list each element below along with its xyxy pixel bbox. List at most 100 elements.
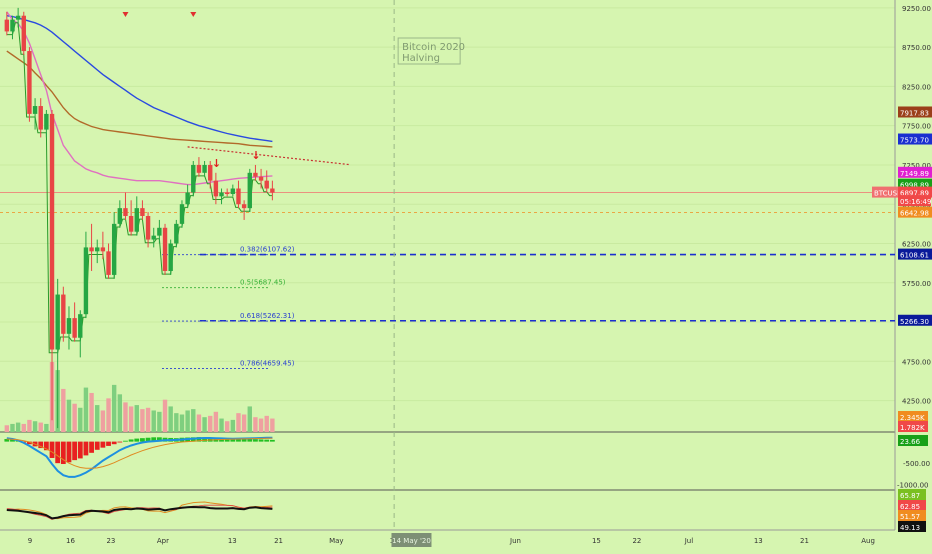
candle-body	[44, 113, 49, 130]
price-tag	[898, 106, 932, 118]
candle-body	[66, 318, 72, 334]
macd-tick-label: -500.00	[903, 460, 930, 468]
volume-bar	[202, 417, 207, 432]
crosshair-date-box	[391, 533, 432, 547]
price-tag-label: 7917.83	[900, 109, 929, 117]
top-marker	[122, 12, 129, 17]
time-tick-label: May	[329, 537, 343, 545]
oscillator-tag	[898, 521, 926, 532]
oscillator-tag	[898, 510, 926, 521]
candle-body	[21, 15, 26, 52]
price-tag-label: 62.85	[900, 503, 920, 511]
time-tick-label: Aug	[861, 537, 875, 545]
symbol-tag	[872, 186, 902, 198]
macd-histogram-bar	[264, 439, 270, 442]
fib-label: 0.786(4659.45)	[240, 359, 295, 367]
candle-body	[157, 227, 162, 236]
volume-bar	[128, 406, 134, 432]
volume-bar	[247, 406, 252, 432]
price-tag-label: 7149.89	[900, 170, 929, 178]
price-tick-label: 9250.00	[902, 5, 931, 13]
volume-bar	[44, 423, 49, 432]
candle-body	[253, 172, 258, 177]
macd-histogram-bar	[145, 437, 151, 442]
macd-histogram-bar	[117, 441, 123, 443]
macd-histogram-bar	[83, 441, 89, 456]
macd-histogram-bar	[94, 441, 100, 450]
macd-histogram-bar	[49, 441, 55, 458]
candle-body	[236, 188, 241, 205]
macd-histogram-bar	[140, 438, 145, 442]
time-tick-label: 9	[28, 537, 32, 545]
macd-histogram-bar	[123, 440, 128, 442]
macd-histogram-bar	[269, 439, 275, 442]
time-tick-label: 23	[106, 537, 115, 545]
candle-body	[224, 192, 230, 195]
halving-label-line2: Halving	[402, 53, 440, 64]
volume-bar	[236, 413, 241, 432]
candle-body	[151, 235, 156, 240]
volume-bar	[111, 384, 117, 432]
time-tick-label: 13	[754, 537, 763, 545]
candle-body	[219, 192, 224, 197]
price-tag-label: 51.57	[900, 513, 920, 521]
candle-body	[100, 247, 106, 252]
macd-histogram-bar	[55, 441, 61, 464]
macd-histogram-bar	[236, 438, 241, 442]
candle-body	[117, 208, 123, 224]
price-tick-label: 7750.00	[902, 123, 931, 131]
volume-bar	[270, 418, 275, 432]
macd-histogram-bar	[230, 438, 236, 442]
candle-body	[15, 15, 21, 20]
price-tag-label: 1.782K	[900, 424, 925, 432]
volume-bar	[134, 405, 139, 432]
macd-histogram-bar	[241, 438, 247, 442]
moving-average-line	[6, 50, 273, 148]
macd-histogram-bar	[128, 439, 134, 442]
halving-label-line1: Bitcoin 2020	[402, 42, 465, 53]
candle-body	[230, 188, 236, 195]
countdown-tag	[898, 195, 931, 207]
sell-arrow-marker: ↓	[251, 149, 260, 162]
candle-body	[208, 164, 213, 181]
volume-bar	[27, 419, 32, 432]
candle-body	[270, 188, 275, 193]
fib-label: 0.618(5262.31)	[240, 312, 295, 320]
candle-body	[106, 251, 111, 275]
price-tick-label: 5750.00	[902, 280, 931, 288]
candle-body	[111, 223, 117, 275]
macd-histogram-bar	[134, 438, 140, 442]
macd-histogram-bar	[196, 437, 202, 442]
oscillator-tag	[898, 489, 926, 500]
volume-bar	[140, 409, 145, 432]
time-tick-label: Jul	[684, 537, 694, 545]
candle-body	[140, 208, 145, 216]
top-marker	[190, 12, 197, 17]
price-tag-label: 6998.89	[900, 182, 929, 190]
volume-bar	[95, 405, 100, 432]
volume-bar	[145, 407, 151, 432]
price-tag-label: 5266.30	[900, 318, 929, 326]
volume-bar	[32, 421, 38, 432]
sell-arrow-marker: ↓	[212, 157, 221, 170]
time-tick-label: 21	[274, 537, 283, 545]
macd-line	[6, 436, 273, 478]
candle-body	[264, 180, 269, 189]
trendline	[187, 146, 350, 166]
time-tick-label: 21	[800, 537, 809, 545]
candle-body	[191, 164, 196, 193]
price-tag	[898, 248, 932, 260]
candle-body	[83, 247, 89, 315]
volume-bar	[15, 422, 21, 432]
halving-label-box	[397, 37, 461, 65]
volume-tag	[898, 411, 928, 422]
macd-histogram-bar	[77, 441, 83, 459]
price-tag	[898, 133, 932, 145]
volume-bar	[89, 392, 94, 432]
price-tag	[898, 186, 932, 198]
price-tick-label: 8750.00	[902, 44, 931, 52]
time-tick-label: 15	[592, 537, 601, 545]
volume-bar	[174, 413, 179, 432]
macd-histogram-bar	[202, 437, 207, 442]
